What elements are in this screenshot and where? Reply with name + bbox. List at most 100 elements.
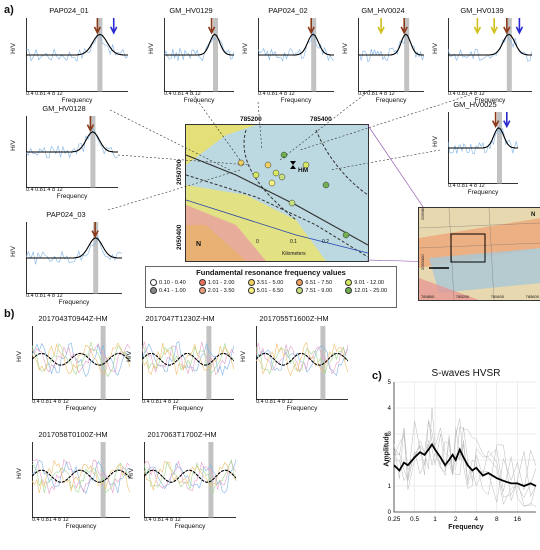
panel-label-c: c) [372, 370, 382, 382]
subplot-xticks: 0.4 0.81 4 8 12 [26, 91, 63, 97]
hv-subplot: 2017055T1600Z-HM H/V Frequency 0.4 0.81 4 8… [238, 314, 350, 412]
legend-label: 3.51 - 5.00 [256, 279, 284, 286]
legend-swatch [296, 279, 304, 286]
hvsr-individual-trace [393, 407, 537, 508]
subplot-title: GM_HV0139 [460, 6, 504, 15]
subplot-xlabel: Frequency [65, 523, 97, 530]
hvsr-xlabel: Frequency [448, 524, 484, 531]
legend-label: 12.01 - 25.00 [354, 287, 388, 294]
map-scale-1: 0.1 [290, 239, 297, 245]
legend-label: 6.51 - 7.50 [305, 279, 333, 286]
hv-subplot: 2017063T1700Z-HM H/V Frequency 0.4 0.81 4 8… [126, 430, 238, 530]
subplot-title: 2017063T1700Z-HM [147, 430, 217, 439]
hv-subplot: 2017058T0100Z-HM H/V Frequency 0.4 0.81 4 8… [14, 430, 132, 530]
subplot-xlabel: Frequency [61, 97, 93, 104]
hvsr-ytick-label: 2 [388, 458, 392, 464]
subplot-title: 2017055T1600Z-HM [259, 314, 329, 323]
hv-subplot: GM_HV0024 H/V Frequency 0.4 0.81 4 8 12 [340, 6, 426, 104]
subplot-curve [26, 116, 118, 188]
hvsr-axes [393, 382, 536, 513]
inset-north-icon: N [531, 212, 536, 218]
subplot-xticks: 0.4 0.81 4 8 12 [142, 399, 179, 405]
legend-grid: 0.10 - 0.40 1.01 - 2.00 3.51 - 5.00 6.51 - … [146, 277, 396, 296]
hv-subplot: PAP024_03 H/V Frequency 0.4 0.81 4 8 12 [8, 210, 124, 306]
subplot-xlabel: Frequency [56, 193, 88, 200]
subplot-curve [32, 442, 130, 518]
legend-item: 2.01 - 3.50 [198, 287, 246, 294]
site-map: HM 0 0.1 0.2 Kilometers N [185, 124, 369, 262]
legend-swatch [247, 287, 255, 294]
hvsr-xtick-label: 2 [454, 516, 458, 523]
inset-y-tick-bottom: 2050400 [420, 254, 425, 270]
legend-swatch [198, 279, 206, 286]
hvsr-individual-trace [393, 419, 537, 501]
subplot-curve [142, 326, 234, 400]
hv-subplot: PAP024_02 H/V Frequency 0.4 0.81 4 8 12 [240, 6, 336, 104]
subplot-title: GM_HV0129 [169, 6, 213, 15]
panel-label-b: b) [4, 308, 15, 320]
hv-subplot: GM_HV0139 H/V Frequency 0.4 0.81 4 8 12 [430, 6, 534, 104]
legend-swatch [198, 287, 206, 294]
inset-x-tick: 785200 [455, 294, 470, 299]
panel-label-a: a) [4, 4, 14, 16]
map-site-label: HM [298, 167, 309, 174]
subplot-xticks: 0.4 0.81 4 8 12 [258, 91, 295, 97]
subplot-curve [32, 326, 130, 400]
legend-swatch [296, 287, 304, 294]
subplot-xticks: 0.4 0.81 4 8 12 [358, 91, 395, 97]
subplot-ylabel: H/V [127, 468, 135, 479]
map-north-arrow-icon: N [196, 241, 202, 248]
inset-x-ticks: 784800 785200 785400 785600 [421, 294, 539, 299]
inset-y-tick-top: 2050800 [420, 207, 425, 220]
subplot-title: 2017047T1230Z-HM [145, 314, 215, 323]
hvsr-ytick-label: 4 [388, 406, 392, 412]
legend-label: 0.41 - 1.00 [159, 287, 186, 294]
map-scale-unit: Kilometers [282, 251, 306, 257]
subplot-xlabel: Frequency [58, 299, 90, 306]
legend-swatch [150, 287, 157, 294]
legend-item: 12.01 - 25.00 [345, 287, 392, 294]
subplot-curve [164, 18, 234, 92]
subplot-curve [26, 222, 122, 294]
subplot-xlabel: Frequency [375, 97, 407, 104]
subplot-curve [258, 18, 334, 92]
hvsr-ytick-label: 3 [388, 432, 392, 438]
legend-title: Fundamental resonance frequency values [196, 268, 346, 277]
subplot-xticks: 0.4 0.81 4 8 12 [448, 91, 485, 97]
hv-subplot: GM_HV0129 H/V Frequency 0.4 0.81 4 8 12 [146, 6, 236, 104]
subplot-xlabel: Frequency [280, 97, 312, 104]
inset-x-tick: 785600 [525, 294, 539, 299]
subplot-ylabel: H/V [15, 468, 23, 479]
hv-subplot: GM_HV0025 H/V Frequency 0.4 0.81 4 8 12 [430, 100, 520, 196]
hv-subplot: PAP024_01 H/V Frequency 0.4 0.81 4 8 12 [8, 6, 130, 104]
subplot-title: 2017043T0944Z-HM [38, 314, 108, 323]
hvsr-chart: S-waves HVSR 0 1 2 3 4 5 0.25 0.5 1 2 4 8 16 Amplitu… [372, 364, 540, 534]
hvsr-xtick-label: 0.25 [388, 516, 401, 523]
map-scale-0: 0 [256, 239, 259, 245]
subplot-xlabel: Frequency [65, 405, 97, 412]
subplot-xticks: 0.4 0.81 4 8 12 [256, 399, 293, 405]
subplot-axes [256, 326, 348, 400]
subplot-curve [358, 18, 424, 92]
subplot-title: GM_HV0025 [453, 100, 497, 109]
inset-location-map: N 784800 785200 785400 785600 2050800 20… [418, 207, 540, 301]
hvsr-xtick-label: 1 [433, 516, 437, 523]
site-map-graphic [186, 125, 368, 261]
subplot-title: GM_HV0024 [361, 6, 405, 15]
subplot-xticks: 0.4 0.81 4 8 12 [144, 517, 181, 523]
hvsr-mean-line [393, 442, 537, 487]
hvsr-ytick-label: 0 [388, 510, 392, 516]
subplot-curve [144, 442, 236, 518]
subplot-title: PAP024_01 [49, 6, 89, 15]
legend-label: 7.51 - 9.00 [305, 287, 333, 294]
subplot-xlabel: Frequency [183, 97, 215, 104]
subplot-xlabel: Frequency [474, 97, 506, 104]
subplot-xlabel: Frequency [286, 405, 318, 412]
hvsr-ytick-label: 5 [388, 380, 392, 386]
hvsr-individual-trace [393, 420, 537, 506]
subplot-curve [256, 326, 348, 400]
subplot-title: PAP024_02 [268, 6, 308, 15]
hvsr-individual-trace [393, 434, 537, 503]
hvsr-title: S-waves HVSR [431, 368, 501, 379]
legend-item: 0.10 - 0.40 [150, 279, 197, 286]
